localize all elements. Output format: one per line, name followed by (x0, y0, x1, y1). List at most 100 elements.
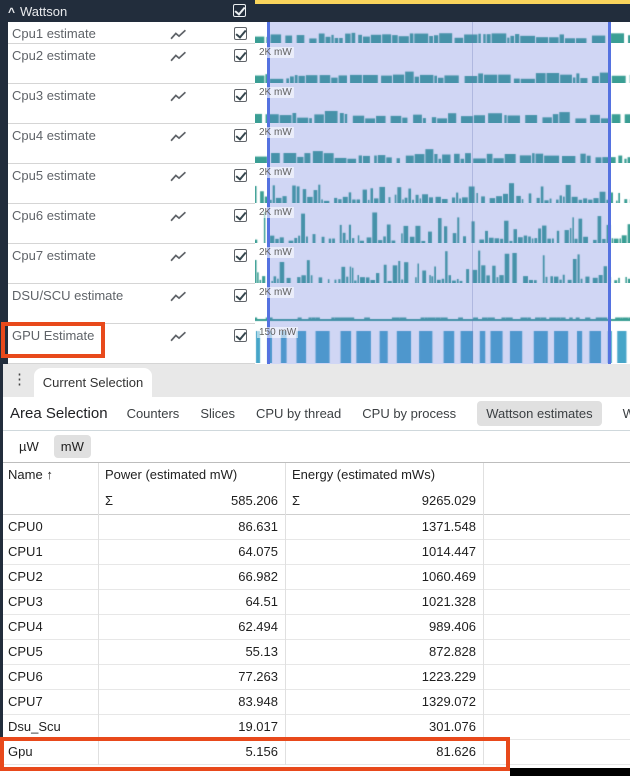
view-tabs: Counters Slices CPU by thread CPU by proces… (127, 401, 630, 426)
tab-label: Current Selection (42, 375, 144, 390)
track-row[interactable]: Cpu3 estimate 2K mW (0, 83, 630, 124)
track-scale-label: 2K mW (257, 247, 294, 258)
track-checkbox[interactable] (234, 249, 247, 262)
track-canvas (255, 324, 630, 363)
table-body: CPU0 86.631 1371.548 CPU1 64.075 1014.447 CPU2… (0, 515, 630, 765)
track-checkbox[interactable] (234, 289, 247, 302)
area-selection-overlay[interactable] (267, 22, 611, 364)
track-row[interactable]: Cpu6 estimate 2K mW (0, 203, 630, 244)
group-checkbox[interactable] (233, 4, 246, 17)
track-canvas (255, 124, 630, 163)
track-name-cell[interactable]: Cpu5 estimate (0, 163, 255, 204)
track-chart[interactable] (255, 22, 630, 44)
cell-name: Gpu (8, 744, 33, 759)
track-chart[interactable]: 2K mW (255, 44, 630, 84)
cell-power: 86.631 (238, 519, 278, 534)
track-checkbox[interactable] (234, 89, 247, 102)
track-label: Cpu7 estimate (12, 248, 96, 263)
sigma-icon: Σ (292, 493, 301, 508)
track-checkbox[interactable] (234, 329, 247, 342)
column-header-energy[interactable]: Energy (estimated mWs) (292, 467, 436, 482)
track-list: Cpu1 estimate Cpu2 estimate 2K mW Cpu3 esti… (0, 21, 630, 364)
table-header-row: Name ↑ Power (estimated mW) Energy (esti… (0, 463, 630, 489)
track-name-cell[interactable]: DSU/SCU estimate (0, 283, 255, 324)
track-checkbox[interactable] (234, 129, 247, 142)
track-checkbox[interactable] (234, 27, 247, 40)
track-chart[interactable]: 2K mW (255, 164, 630, 204)
line-chart-icon (170, 210, 187, 223)
table-row: Gpu 5.156 81.626 (0, 740, 630, 765)
column-header-name[interactable]: Name ↑ (8, 467, 53, 482)
track-name-cell[interactable]: Cpu3 estimate (0, 83, 255, 124)
track-row[interactable]: DSU/SCU estimate 2K mW (0, 283, 630, 324)
track-chart[interactable]: 2K mW (255, 124, 630, 164)
track-scale-label: 2K mW (257, 87, 294, 98)
view-tab-cpu-by-process[interactable]: CPU by process (362, 406, 457, 421)
track-scale-label: 2K mW (257, 287, 294, 298)
track-name-cell[interactable]: Cpu6 estimate (0, 203, 255, 244)
track-chart[interactable]: 150 mW (255, 324, 630, 364)
track-label: DSU/SCU estimate (12, 288, 124, 303)
track-name-cell[interactable]: Cpu2 estimate (0, 43, 255, 84)
track-label: Cpu5 estimate (12, 168, 96, 183)
track-row[interactable]: Cpu7 estimate 2K mW (0, 243, 630, 284)
column-header-power[interactable]: Power (estimated mW) (105, 467, 238, 482)
track-row[interactable]: GPU Estimate 150 mW (0, 323, 630, 364)
track-name-cell[interactable]: Cpu1 estimate (0, 21, 255, 44)
track-checkbox[interactable] (234, 169, 247, 182)
cell-energy: 872.828 (429, 644, 476, 659)
overflow-menu-icon[interactable]: ⋮ (12, 371, 27, 388)
unit-uw-button[interactable]: µW (19, 439, 39, 454)
track-canvas (255, 204, 630, 243)
track-row[interactable]: Cpu4 estimate 2K mW (0, 123, 630, 164)
table-row: CPU5 55.13 872.828 (0, 640, 630, 665)
track-scale-label: 2K mW (257, 127, 294, 138)
track-label: GPU Estimate (12, 328, 95, 343)
track-checkbox[interactable] (234, 49, 247, 62)
track-row[interactable]: Cpu2 estimate 2K mW (0, 43, 630, 84)
track-chart[interactable]: 2K mW (255, 284, 630, 324)
table-row: CPU6 77.263 1223.229 (0, 665, 630, 690)
sum-power: 585.206 (231, 493, 278, 508)
track-name-cell[interactable]: Cpu4 estimate (0, 123, 255, 164)
view-tab-slices[interactable]: Slices (200, 406, 235, 421)
cell-energy: 301.076 (429, 719, 476, 734)
view-tab-counters[interactable]: Counters (126, 406, 180, 421)
track-gutter (0, 283, 8, 324)
line-chart-icon (170, 90, 187, 103)
group-title: Wattson (20, 3, 68, 19)
line-chart-icon (170, 130, 187, 143)
tab-current-selection[interactable]: Current Selection (34, 368, 152, 397)
cell-energy: 989.406 (429, 619, 476, 634)
line-chart-icon (170, 290, 187, 303)
highlight-box-gpu-track (1, 322, 105, 358)
collapse-chevron-icon[interactable]: ^ (8, 5, 16, 19)
track-chart[interactable]: 2K mW (255, 84, 630, 124)
track-canvas (255, 44, 630, 83)
view-tab-wattson-estimates[interactable]: Wattson estimates (477, 401, 602, 426)
track-row[interactable]: Cpu5 estimate 2K mW (0, 163, 630, 204)
wattson-estimates-table: Name ↑ Power (estimated mW) Energy (esti… (0, 463, 630, 765)
track-name-cell[interactable]: Cpu7 estimate (0, 243, 255, 284)
track-chart[interactable]: 2K mW (255, 204, 630, 244)
cell-name: CPU4 (8, 619, 43, 634)
wattson-group-header[interactable]: ^ Wattson (0, 0, 630, 22)
timeline-minimap-strip[interactable] (255, 0, 630, 4)
track-checkbox[interactable] (234, 209, 247, 222)
timeline-panel: ^ Wattson Cpu1 estimate Cpu2 estimate 2K m… (0, 0, 630, 364)
track-chart[interactable]: 2K mW (255, 244, 630, 284)
cell-energy: 1021.328 (421, 594, 476, 609)
track-scale-label: 2K mW (257, 207, 294, 218)
highlight-box-gpu-row (0, 737, 510, 771)
track-gutter (0, 83, 8, 124)
unit-toggle-row: µW mW (0, 431, 630, 463)
cell-power: 66.982 (238, 569, 278, 584)
cell-power: 55.13 (245, 644, 278, 659)
unit-mw-button[interactable]: mW (53, 435, 91, 458)
column-divider (285, 463, 286, 765)
track-label: Cpu4 estimate (12, 128, 96, 143)
track-row[interactable]: Cpu1 estimate (0, 21, 630, 44)
view-tab-wattson-by[interactable]: Wattson by (623, 406, 630, 421)
view-tab-cpu-by-thread[interactable]: CPU by thread (256, 406, 342, 421)
cell-name: CPU6 (8, 669, 43, 684)
